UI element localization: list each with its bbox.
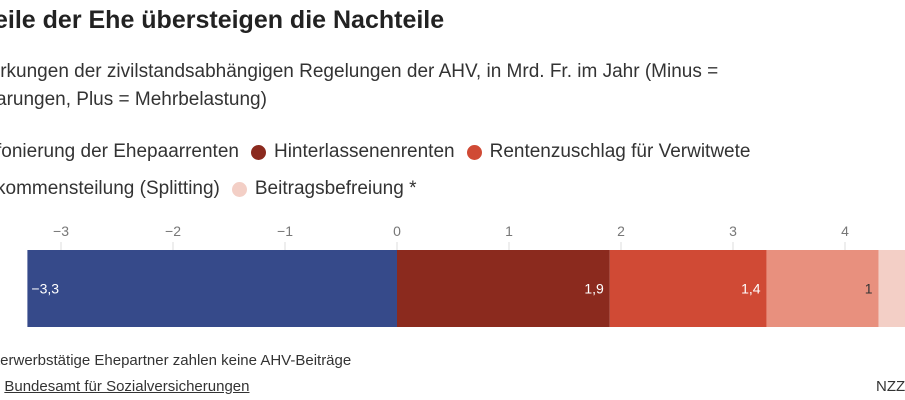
bar-segment bbox=[27, 250, 398, 327]
data-label: 1,4 bbox=[741, 281, 761, 297]
legend-label-plafonierung: fonierung der Ehepaarrenten bbox=[0, 141, 239, 162]
legend-dot-rentenzuschlag bbox=[466, 144, 482, 160]
chart-subtitle: irkungen der zivilstandsabhängigen Regel… bbox=[0, 58, 718, 114]
x-tick-label: 0 bbox=[393, 223, 401, 239]
brand-logo: NZZ bbox=[876, 378, 905, 395]
subtitle-line: irkungen der zivilstandsabhängigen Regel… bbox=[0, 61, 719, 82]
legend-label-hinterlassenenrenten: Hinterlassenenrenten bbox=[273, 141, 455, 162]
x-tick-label: −2 bbox=[165, 223, 181, 239]
x-tick-label: 4 bbox=[841, 223, 849, 239]
source-link[interactable]: Bundesamt für Sozialversicherungen bbox=[4, 378, 250, 395]
legend-label-beitragsbefreiung: Beitragsbefreiung * bbox=[254, 178, 417, 199]
x-tick-label: 2 bbox=[617, 223, 625, 239]
legend-label-splitting: kommensteilung (Splitting) bbox=[0, 178, 220, 199]
subtitle-line: arungen, Plus = Mehrbelastung) bbox=[0, 89, 267, 110]
legend-label-rentenzuschlag: Rentenzuschlag für Verwitwete bbox=[489, 141, 751, 162]
bar-chart: −3 −2 −1 0 1 2 3 4 −3,3 1,9 1,4 1 bbox=[27, 223, 905, 327]
data-label: −3,3 bbox=[31, 281, 59, 297]
footnote: terwerbstätige Ehepartner zahlen keine A… bbox=[0, 352, 352, 369]
legend-row-2: kommensteilung (Splitting) Beitragsbefre… bbox=[0, 178, 416, 200]
data-label: 1,9 bbox=[584, 281, 604, 297]
bar-segment bbox=[397, 250, 610, 327]
chart-title: eile der Ehe übersteigen die Nachteile bbox=[0, 6, 445, 34]
bar-segment bbox=[766, 250, 879, 327]
x-tick-label: −3 bbox=[53, 223, 69, 239]
data-label: 1 bbox=[865, 281, 873, 297]
legend-row-1: fonierung der Ehepaarrenten Hinterlassen… bbox=[0, 141, 750, 163]
x-tick-label: 3 bbox=[729, 223, 737, 239]
bar-segment bbox=[609, 250, 767, 327]
bar-segment bbox=[878, 250, 905, 327]
legend-dot-beitragsbefreiung bbox=[231, 181, 247, 197]
legend-dot-hinterlassenenrenten bbox=[250, 144, 266, 160]
source: : Bundesamt für Sozialversicherungen bbox=[0, 378, 249, 395]
x-tick-label: −1 bbox=[277, 223, 293, 239]
x-tick-label: 1 bbox=[505, 223, 513, 239]
